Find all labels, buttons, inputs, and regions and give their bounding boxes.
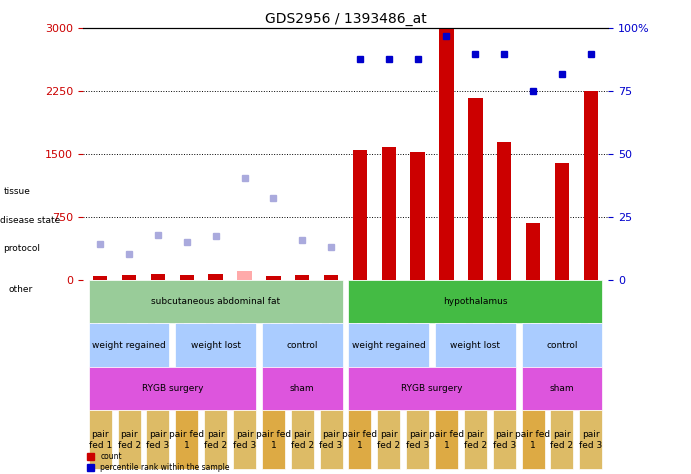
Title: GDS2956 / 1393486_at: GDS2956 / 1393486_at bbox=[265, 12, 426, 26]
FancyBboxPatch shape bbox=[88, 367, 256, 410]
FancyBboxPatch shape bbox=[117, 410, 141, 469]
Text: pair fed
1: pair fed 1 bbox=[342, 430, 377, 449]
FancyBboxPatch shape bbox=[435, 410, 458, 469]
Text: pair
fed 3: pair fed 3 bbox=[319, 430, 343, 449]
Bar bbox=[237, 271, 252, 280]
Text: sham: sham bbox=[549, 384, 574, 393]
FancyBboxPatch shape bbox=[204, 410, 227, 469]
Bar bbox=[151, 274, 165, 280]
FancyBboxPatch shape bbox=[493, 410, 515, 469]
Text: pair
fed 2: pair fed 2 bbox=[377, 430, 400, 449]
FancyBboxPatch shape bbox=[435, 323, 515, 367]
FancyBboxPatch shape bbox=[176, 410, 198, 469]
Text: subcutaneous abdominal fat: subcutaneous abdominal fat bbox=[151, 297, 281, 306]
Text: sham: sham bbox=[290, 384, 314, 393]
FancyBboxPatch shape bbox=[262, 323, 343, 367]
FancyBboxPatch shape bbox=[348, 323, 429, 367]
Bar bbox=[468, 98, 482, 280]
FancyBboxPatch shape bbox=[291, 410, 314, 469]
Text: pair
fed 2: pair fed 2 bbox=[117, 430, 141, 449]
Bar bbox=[352, 150, 367, 280]
Bar bbox=[266, 275, 281, 280]
FancyBboxPatch shape bbox=[377, 410, 400, 469]
Text: pair
fed 2: pair fed 2 bbox=[464, 430, 487, 449]
Bar bbox=[180, 274, 194, 280]
Bar bbox=[410, 153, 425, 280]
Bar bbox=[324, 274, 339, 280]
Text: hypothalamus: hypothalamus bbox=[443, 297, 508, 306]
Text: weight lost: weight lost bbox=[191, 341, 240, 350]
Text: weight regained: weight regained bbox=[92, 341, 166, 350]
Text: pair fed
1: pair fed 1 bbox=[169, 430, 205, 449]
Bar bbox=[439, 28, 454, 280]
FancyBboxPatch shape bbox=[88, 323, 169, 367]
Legend: count, percentile rank within the sample, value, Detection Call = ABSENT, rank, : count, percentile rank within the sample… bbox=[87, 452, 230, 474]
Text: protocol: protocol bbox=[3, 245, 41, 253]
Text: pair
fed 2: pair fed 2 bbox=[550, 430, 574, 449]
Bar bbox=[122, 274, 136, 280]
FancyBboxPatch shape bbox=[176, 323, 256, 367]
FancyBboxPatch shape bbox=[406, 410, 429, 469]
FancyBboxPatch shape bbox=[146, 410, 169, 469]
Text: weight regained: weight regained bbox=[352, 341, 426, 350]
Text: control: control bbox=[287, 341, 318, 350]
FancyBboxPatch shape bbox=[522, 367, 603, 410]
FancyBboxPatch shape bbox=[348, 410, 372, 469]
Text: RYGB surgery: RYGB surgery bbox=[401, 384, 463, 393]
FancyBboxPatch shape bbox=[464, 410, 487, 469]
Bar bbox=[93, 275, 107, 280]
Text: pair fed
1: pair fed 1 bbox=[515, 430, 551, 449]
FancyBboxPatch shape bbox=[348, 367, 515, 410]
Text: pair
fed 3: pair fed 3 bbox=[579, 430, 603, 449]
Text: control: control bbox=[546, 341, 578, 350]
Bar bbox=[526, 223, 540, 280]
FancyBboxPatch shape bbox=[262, 367, 343, 410]
Text: pair
fed 2: pair fed 2 bbox=[204, 430, 227, 449]
FancyBboxPatch shape bbox=[88, 410, 112, 469]
Bar bbox=[497, 142, 511, 280]
Text: tissue: tissue bbox=[3, 188, 30, 196]
Text: pair
fed 3: pair fed 3 bbox=[233, 430, 256, 449]
Text: pair
fed 3: pair fed 3 bbox=[493, 430, 515, 449]
Bar bbox=[209, 274, 223, 280]
FancyBboxPatch shape bbox=[348, 280, 603, 323]
Bar bbox=[295, 274, 310, 280]
Bar bbox=[584, 91, 598, 280]
Text: pair
fed 3: pair fed 3 bbox=[146, 430, 169, 449]
FancyBboxPatch shape bbox=[522, 323, 603, 367]
FancyBboxPatch shape bbox=[579, 410, 603, 469]
FancyBboxPatch shape bbox=[233, 410, 256, 469]
FancyBboxPatch shape bbox=[319, 410, 343, 469]
Text: other: other bbox=[8, 285, 32, 293]
Text: RYGB surgery: RYGB surgery bbox=[142, 384, 203, 393]
FancyBboxPatch shape bbox=[88, 280, 343, 323]
Text: disease state: disease state bbox=[0, 216, 60, 225]
Text: weight lost: weight lost bbox=[451, 341, 500, 350]
Text: pair fed
1: pair fed 1 bbox=[256, 430, 291, 449]
Text: pair
fed 3: pair fed 3 bbox=[406, 430, 429, 449]
Bar bbox=[555, 163, 569, 280]
Text: pair
fed 2: pair fed 2 bbox=[291, 430, 314, 449]
Text: pair
fed 1: pair fed 1 bbox=[88, 430, 112, 449]
FancyBboxPatch shape bbox=[262, 410, 285, 469]
Bar bbox=[381, 147, 396, 280]
Text: pair fed
1: pair fed 1 bbox=[429, 430, 464, 449]
FancyBboxPatch shape bbox=[550, 410, 574, 469]
FancyBboxPatch shape bbox=[522, 410, 545, 469]
